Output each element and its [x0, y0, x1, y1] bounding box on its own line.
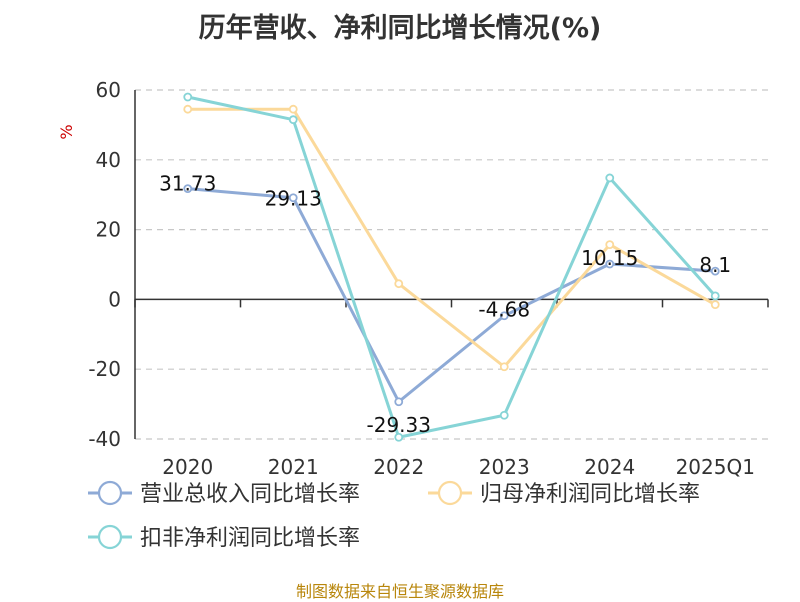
- y-tick-label: -40: [88, 427, 121, 451]
- data-point: [710, 291, 720, 301]
- data-label: 10.15: [581, 246, 638, 270]
- x-tick-label: 2023: [479, 455, 530, 479]
- series-line-2: [187, 95, 717, 439]
- data-point: [605, 173, 615, 183]
- x-axis: 2020 2021 2022 2023 2024 2025Q1: [134, 298, 769, 479]
- y-tick-label: 60: [96, 78, 121, 102]
- series-line-0: [187, 187, 716, 404]
- legend-item-0: 营业总收入同比增长率: [88, 480, 360, 507]
- x-tick-label: 2020: [162, 455, 213, 479]
- data-point: [183, 184, 193, 194]
- data-point: [710, 300, 720, 310]
- y-tick-label: 40: [96, 148, 121, 172]
- y-tick-label: 20: [96, 218, 121, 242]
- grid-lines: [135, 89, 768, 440]
- x-tick-label: 2021: [268, 455, 319, 479]
- data-point: [288, 193, 298, 203]
- legend-label: 扣非净利润同比增长率: [140, 526, 360, 551]
- data-label: 8.1: [699, 253, 731, 277]
- data-point: [288, 115, 298, 125]
- data-point: [605, 240, 615, 250]
- data-label: -29.33: [367, 413, 431, 437]
- data-point: [394, 432, 404, 442]
- data-point: [394, 397, 404, 407]
- data-point: [288, 104, 298, 114]
- source-note: 制图数据来自恒生聚源数据库: [295, 582, 504, 601]
- legend-marker: [437, 480, 463, 506]
- series-group: [183, 92, 720, 442]
- data-labels: 31.73 29.13 -29.33 -4.68 10.15 8.1: [159, 172, 731, 437]
- data-label: -4.68: [478, 298, 530, 322]
- chart-title: 历年营收、净利同比增长情况(%): [198, 13, 602, 44]
- data-point: [499, 362, 509, 372]
- y-tick-label: 0: [108, 287, 121, 311]
- y-axis: 60 40 20 0 -20 -40: [88, 78, 136, 451]
- legend-label: 归母净利润同比增长率: [480, 482, 700, 507]
- data-point: [499, 410, 509, 420]
- legend-marker: [97, 480, 123, 506]
- x-tick-label: 2022: [373, 455, 424, 479]
- data-point: [183, 104, 193, 114]
- data-point: [183, 92, 193, 102]
- x-tick-label: 2025Q1: [676, 455, 755, 479]
- data-point: [499, 311, 509, 321]
- series-line-1: [187, 107, 716, 369]
- data-point: [605, 259, 615, 269]
- y-tick-label: -20: [88, 357, 121, 381]
- data-point: [394, 279, 404, 289]
- data-label: 29.13: [265, 187, 322, 211]
- x-tick-label: 2024: [584, 455, 635, 479]
- legend-item-1: 归母净利润同比增长率: [428, 480, 700, 507]
- y-axis-label: %: [57, 124, 76, 139]
- legend-marker: [97, 524, 123, 550]
- data-point: [710, 266, 720, 276]
- data-label: 31.73: [159, 172, 216, 196]
- legend-item-2: 扣非净利润同比增长率: [88, 524, 360, 551]
- legend-label: 营业总收入同比增长率: [140, 482, 360, 507]
